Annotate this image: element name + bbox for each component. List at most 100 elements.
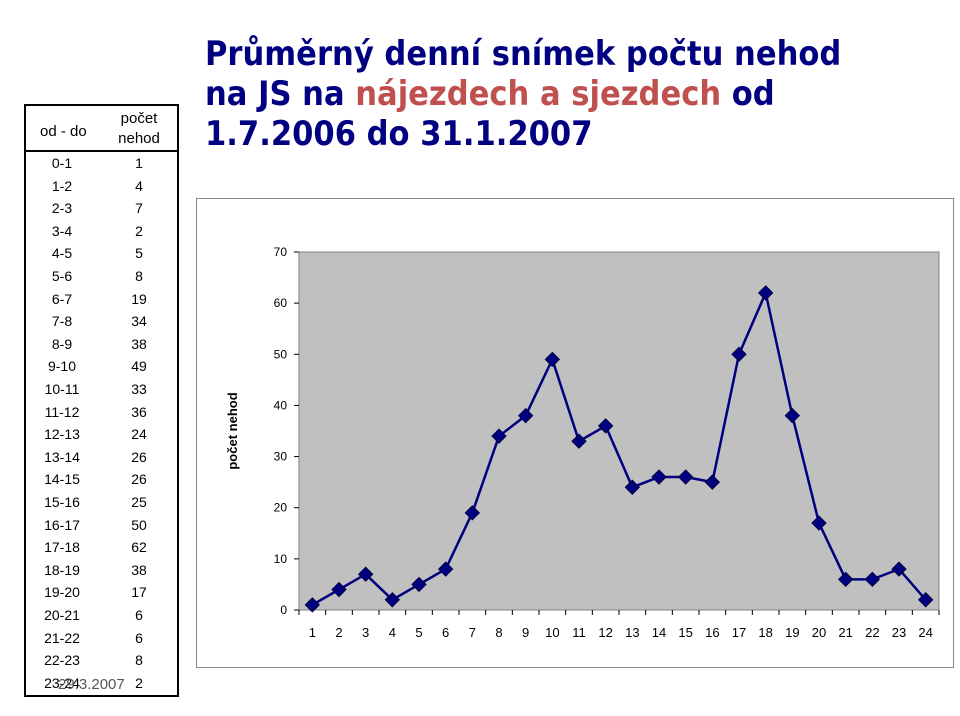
x-tick-label: 16: [705, 625, 719, 640]
row-count: 49: [131, 358, 147, 375]
accident-count-table: od - do počet nehod 0-1 1 1-2 4 2-3 7 3-4 2 4-5 5…: [24, 104, 179, 697]
y-tick-label: 50: [274, 347, 288, 361]
row-count: 24: [131, 426, 147, 443]
data-point: [464, 505, 481, 521]
row-count: 34: [131, 313, 147, 330]
row-count: 8: [135, 268, 143, 284]
x-tick-label: 23: [892, 625, 906, 640]
data-point: [331, 581, 347, 598]
y-axis-label: počet nehod: [225, 392, 240, 469]
row-interval: 14-15: [44, 471, 80, 488]
table-row: 7-8 34: [26, 310, 177, 333]
table-row: 16-17 50: [26, 514, 177, 537]
row-interval: 19-20: [44, 584, 80, 601]
table-row: 2-3 7: [26, 197, 177, 220]
row-interval: 10-11: [44, 381, 80, 397]
row-interval: 17-18: [44, 539, 80, 556]
row-interval: 4-5: [51, 245, 73, 262]
plot-area: [298, 251, 940, 611]
y-tick-label: 40: [274, 398, 288, 412]
data-point: [731, 346, 747, 362]
row-interval: 12-13: [44, 426, 80, 443]
table-row: 5-6 8: [26, 265, 177, 288]
x-tick-label: 8: [495, 625, 502, 640]
row-interval: 0-1: [51, 155, 73, 171]
chart-frame: 0 10 20 30 40 50 60 70 1 2 3 4 5 6 7 8 9 10 11 12 13 14 15 16 17…: [196, 198, 954, 668]
row-count: 8: [135, 652, 143, 669]
table-row: 21-22 6: [26, 627, 177, 650]
row-count: 36: [131, 403, 147, 420]
row-count: 38: [131, 561, 147, 578]
title-highlight: nájezdech a sjezdech: [355, 74, 722, 114]
table-row: 1-2 4: [26, 175, 177, 198]
x-tick-label: 7: [469, 625, 476, 640]
row-count: 7: [135, 200, 143, 217]
row-count: 6: [135, 629, 143, 646]
data-point: [891, 561, 907, 577]
table-row: 8-9 38: [26, 333, 177, 356]
row-interval: 22-23: [44, 652, 80, 669]
data-point: [651, 469, 667, 485]
table-header: od - do počet nehod: [26, 106, 177, 152]
table-row: 12-13 24: [26, 423, 177, 446]
x-tick-label: 24: [918, 625, 932, 640]
data-point: [837, 571, 854, 588]
x-tick-label: 14: [652, 625, 666, 640]
row-interval: 16-17: [44, 516, 80, 533]
x-tick-label: 6: [442, 625, 449, 640]
table-row: 3-4 2: [26, 220, 177, 243]
row-count: 26: [131, 448, 147, 465]
data-point: [384, 592, 401, 608]
table-row: 18-19 38: [26, 559, 177, 582]
row-interval: 1-2: [51, 177, 73, 194]
slide-title: Průměrný denní snímek počtu nehod na JS …: [205, 34, 871, 154]
x-tick-label: 4: [389, 625, 396, 640]
y-tick-label: 0: [280, 603, 287, 617]
table-row: 15-16 25: [26, 491, 177, 514]
x-tick-label: 21: [838, 625, 852, 640]
data-point: [544, 351, 561, 368]
table-row: 19-20 17: [26, 581, 177, 604]
row-count: 1: [135, 155, 143, 171]
row-count: 26: [131, 471, 147, 488]
data-point: [677, 469, 694, 485]
row-count: 6: [135, 607, 143, 623]
y-tick-label: 30: [274, 450, 288, 464]
row-interval: 7-8: [51, 313, 73, 330]
table-row: 13-14 26: [26, 446, 177, 469]
x-tick-label: 1: [309, 625, 316, 640]
header-interval: od - do: [40, 123, 87, 140]
table-row: 20-21 6: [26, 604, 177, 627]
y-tick-label: 10: [274, 552, 288, 566]
data-point: [624, 479, 641, 495]
header-count: počet nehod: [118, 110, 160, 147]
data-point: [411, 576, 427, 593]
row-count: 4: [135, 177, 143, 194]
table-row: 14-15 26: [26, 468, 177, 491]
row-interval: 5-6: [51, 268, 73, 284]
row-interval: 3-4: [51, 222, 73, 239]
x-tick-label: 13: [625, 625, 639, 640]
row-count: 38: [131, 335, 147, 352]
row-count: 2: [135, 222, 143, 239]
row-count: 2: [135, 674, 143, 691]
row-count: 5: [135, 245, 143, 262]
x-tick-label: 10: [545, 625, 559, 640]
row-interval: 8-9: [51, 335, 73, 352]
data-point: [864, 571, 881, 588]
table-row: 6-7 19: [26, 288, 177, 311]
data-point: [917, 592, 934, 608]
x-tick-label: 3: [362, 625, 369, 640]
row-count: 50: [131, 516, 147, 533]
row-interval: 6-7: [51, 290, 73, 307]
data-point: [811, 515, 827, 531]
row-interval: 23-24: [44, 674, 80, 691]
data-point: [784, 407, 801, 424]
row-interval: 15-16: [44, 494, 80, 510]
row-interval: 11-12: [44, 403, 80, 420]
table-row: 22-23 8: [26, 649, 177, 672]
row-count: 25: [131, 494, 147, 510]
x-tick-label: 9: [522, 625, 529, 640]
y-tick-label: 20: [274, 501, 288, 515]
